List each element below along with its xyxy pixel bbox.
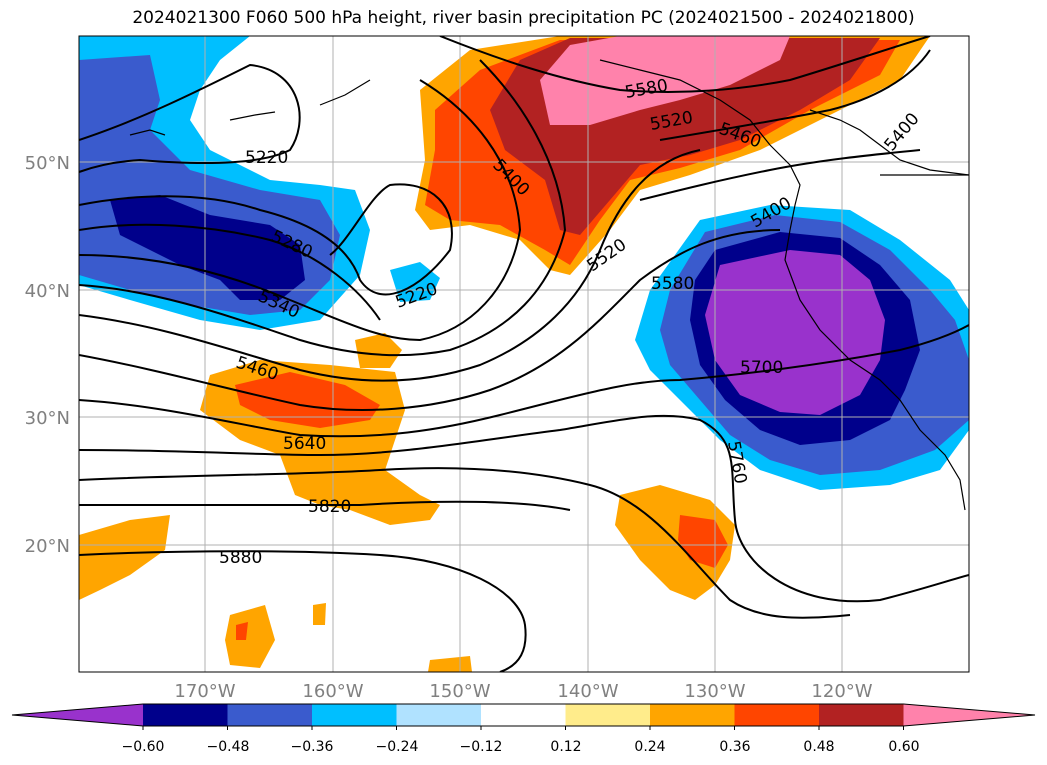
positive-region-sw (79, 515, 170, 600)
colorbar-tick-label: −0.24 (376, 739, 419, 755)
positive-blob-small (355, 333, 402, 368)
contour-label: 5580 (651, 274, 694, 294)
colorbar-extend-left (12, 704, 143, 726)
longitude-labels: 170°W 160°W 150°W 140°W 130°W 120°W (174, 681, 872, 702)
contour-label: 5640 (283, 434, 326, 454)
positive-blob-edge (428, 656, 472, 672)
lat-label: 50°N (25, 153, 70, 174)
colorbar-tick-label: 0.60 (888, 739, 919, 755)
contour-labels: 5220 5220 5280 5340 5460 5640 5820 5880 … (219, 76, 924, 568)
colorbar-segment (396, 704, 482, 726)
positive-region-central-inner (235, 372, 380, 428)
positive-blob-tiny (313, 603, 326, 625)
map-frame (78, 35, 970, 673)
colorbar (11, 703, 1036, 730)
map-title: 2024021300 F060 500 hPa height, river ba… (132, 8, 915, 28)
colorbar-tick-label: 0.48 (803, 739, 834, 755)
lat-label: 20°N (25, 536, 70, 557)
negative-region-nw-core (110, 195, 305, 300)
colorbar-tick-label: 0.36 (719, 739, 750, 755)
colorbar-tick-label: −0.36 (291, 739, 334, 755)
colorbar-segment (312, 704, 397, 726)
lat-label: 40°N (25, 281, 70, 302)
colorbar-tick-label: −0.12 (460, 739, 503, 755)
colorbar-segment (565, 704, 651, 726)
negative-blob-small (390, 262, 440, 302)
colorbar-extend-right (903, 704, 1035, 726)
colorbar-segment (227, 704, 313, 726)
contour-label: 5880 (219, 548, 262, 568)
lon-label: 150°W (429, 681, 490, 702)
lon-label: 170°W (174, 681, 235, 702)
colorbar-segment (143, 704, 228, 726)
colorbar-segment (481, 704, 566, 726)
colorbar-tick-labels: −0.60 −0.48 −0.36 −0.24 −0.12 0.12 0.24 … (122, 739, 920, 755)
colorbar-tick-label: −0.60 (122, 739, 165, 755)
lon-label: 130°W (684, 681, 745, 702)
contour-label: 5820 (308, 497, 351, 517)
positive-region-north-core (540, 36, 790, 125)
lat-label: 30°N (25, 408, 70, 429)
positive-blob-bottom-core (236, 622, 248, 640)
lon-label: 120°W (811, 681, 872, 702)
lon-label: 140°W (557, 681, 618, 702)
height-contours (79, 36, 969, 672)
colorbar-tick-label: 0.24 (634, 739, 665, 755)
colorbar-segment (650, 704, 735, 726)
colorbar-tick-label: −0.48 (207, 739, 250, 755)
contour-label: 5220 (245, 148, 288, 168)
latitude-labels: 50°N 40°N 30°N 20°N (25, 153, 70, 557)
colorbar-tick-label: 0.12 (550, 739, 581, 755)
colorbar-segment (734, 704, 820, 726)
positive-blob-bottom (225, 605, 275, 668)
lon-label: 160°W (302, 681, 363, 702)
colorbar-segment (819, 704, 904, 726)
contour-label: 5700 (740, 358, 783, 378)
